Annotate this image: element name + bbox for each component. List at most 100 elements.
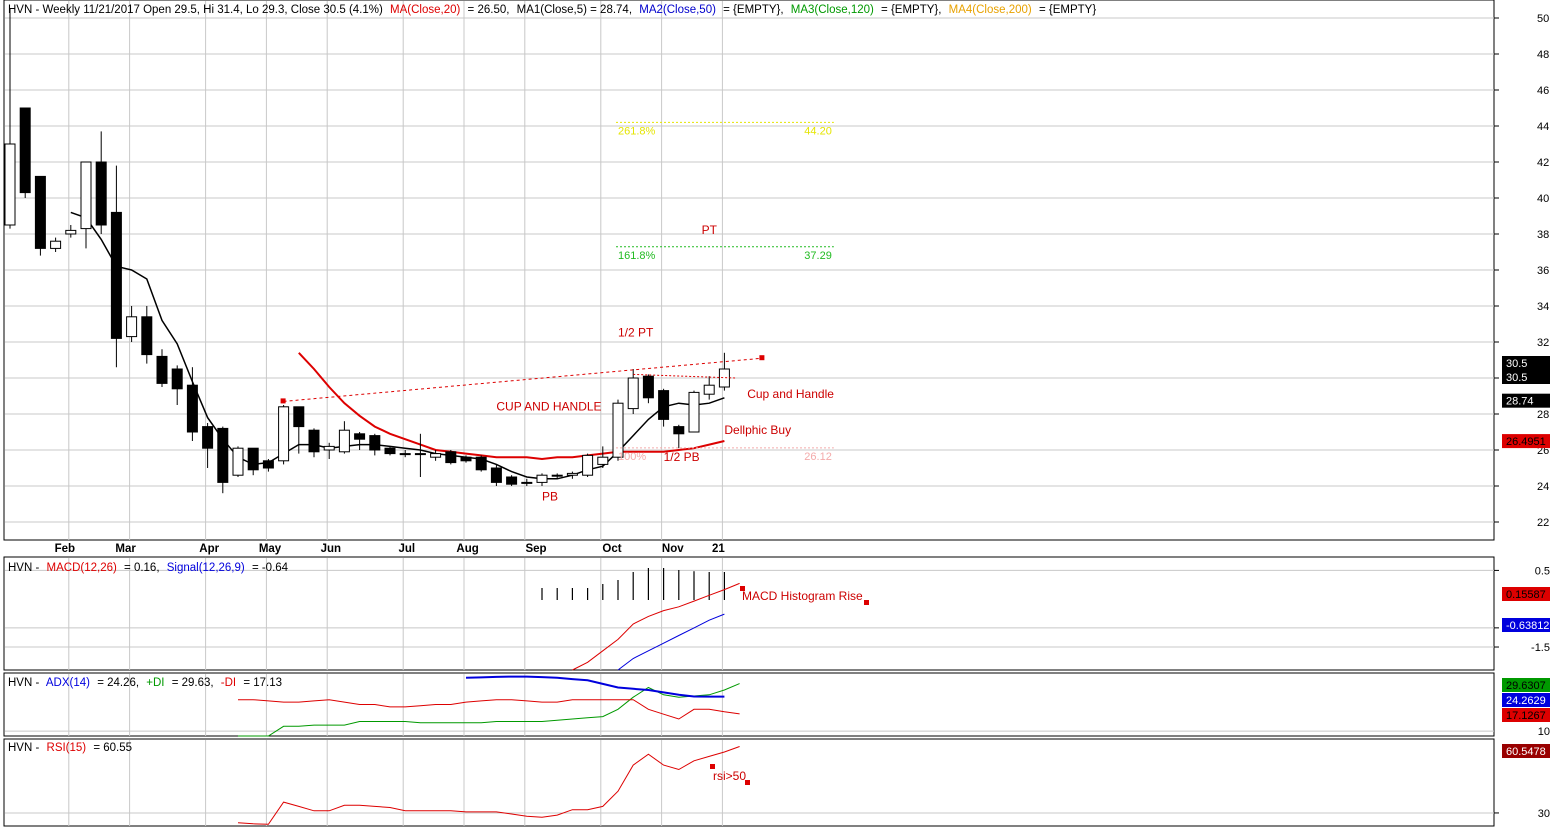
minus-di-value: = 17.13: [243, 677, 282, 689]
signal-line: [617, 613, 725, 671]
macd-pane-frame: [3, 556, 1495, 671]
candle-up: [414, 453, 426, 456]
adx-tick-label: 10: [1538, 726, 1550, 738]
minus-di-label: -DI: [221, 677, 236, 689]
y-tick-label: 22: [1537, 517, 1549, 529]
candle-up: [399, 453, 411, 456]
candle-up: [80, 161, 92, 230]
adx-last-label: 29.6307: [1506, 680, 1546, 692]
macd-header-prefix: HVN -: [8, 562, 39, 574]
candle-down: [369, 435, 381, 451]
y-tick-label: 36: [1537, 265, 1549, 277]
adx-last-badge: [1502, 678, 1550, 692]
rsi-line: [237, 746, 740, 825]
rsi-last-label: 60.5478: [1506, 746, 1546, 758]
ma2-value: = {EMPTY},: [723, 4, 783, 16]
x-tick-label: Jun: [321, 543, 341, 555]
candle-up: [65, 229, 77, 235]
candle-down: [506, 476, 518, 485]
candle-up: [566, 472, 578, 476]
candle-down: [673, 426, 685, 435]
macd-line: [572, 582, 740, 671]
rsi-header-prefix: HVN -: [8, 742, 39, 754]
last-value-label: 30.5: [1506, 358, 1527, 370]
price-annotation: 1/2 PT: [618, 326, 654, 340]
candle-down: [262, 460, 274, 469]
macd-last-badge: [1502, 587, 1550, 601]
candle-down: [95, 161, 107, 226]
macd-header: HVN - MACD(12,26) = 0.16, Signal(12,26,9…: [8, 562, 289, 574]
candle-up: [536, 474, 548, 483]
fib-level-percent: 261.8%: [618, 125, 656, 137]
candle-down: [171, 368, 183, 390]
rsi-annotation: rsi>50: [713, 769, 746, 783]
macd-annotation-marker: [864, 600, 869, 605]
y-tick-label: 24: [1537, 481, 1549, 493]
y-tick-label: 40: [1537, 193, 1549, 205]
macd-tick-label: 0.5: [1535, 565, 1550, 577]
candle-down: [445, 451, 457, 464]
candle-down: [156, 355, 168, 384]
price-annotation: Cup and Handle: [747, 387, 834, 401]
macd-annotation: MACD Histogram Rise: [742, 589, 863, 603]
macd-last-label: 0.15587: [1506, 589, 1546, 601]
adx-header-prefix: HVN -: [8, 677, 39, 689]
macd-annotation-marker: [740, 586, 745, 591]
signal-label: Signal(12,26,9): [167, 562, 245, 574]
adx-last-label: 17.1267: [1506, 710, 1546, 722]
macd-label: MACD(12,26): [47, 562, 117, 574]
adx-last-badge: [1502, 708, 1550, 722]
last-value-badge: [1502, 434, 1550, 449]
candle-up: [703, 384, 715, 395]
plus-di-value: = 29.63,: [172, 677, 214, 689]
candle-up: [718, 368, 730, 388]
y-tick-label: 38: [1537, 229, 1549, 241]
trendline-anchor: [759, 355, 765, 361]
candle-down: [658, 390, 670, 420]
ma4-value: = {EMPTY}: [1039, 4, 1096, 16]
x-tick-label: Nov: [662, 543, 684, 555]
candle-up: [582, 454, 594, 476]
candle-down: [19, 107, 31, 194]
adx-header: HVN - ADX(14) = 24.26, +DI = 29.63, -DI …: [8, 677, 282, 689]
macd-value: = 0.16,: [124, 562, 160, 574]
x-tick-label: 21: [712, 543, 725, 555]
ma1-label: MA1(Close,5) = 28.74,: [517, 4, 632, 16]
price-header: HVN - Weekly 11/21/2017 Open 29.5, Hi 31…: [8, 4, 1096, 16]
rsi-value: = 60.55: [93, 742, 132, 754]
last-value-badge: [1502, 370, 1550, 384]
y-tick-label: 48: [1537, 49, 1549, 61]
candle-up: [232, 447, 244, 476]
candle-up: [688, 391, 700, 433]
ma2-label: MA2(Close,50): [639, 4, 716, 16]
plus-di-label: +DI: [146, 677, 164, 689]
fib-level-value: 37.29: [804, 250, 832, 262]
candle-up: [50, 240, 62, 249]
candle-down: [247, 447, 259, 471]
ma3-label: MA3(Close,120): [791, 4, 874, 16]
candle-up: [612, 402, 624, 458]
x-tick-label: Apr: [199, 543, 219, 555]
ma20-label: MA(Close,20): [390, 4, 460, 16]
candle-down: [642, 375, 654, 399]
candle-down: [141, 316, 153, 356]
fib-level-percent: 161.8%: [618, 250, 656, 262]
last-value-badge: [1502, 393, 1550, 408]
ma4-label: MA4(Close,200): [949, 4, 1032, 16]
y-tick-label: 32: [1537, 337, 1549, 349]
y-tick-label: 28: [1537, 409, 1549, 421]
price-annotation: PB: [542, 489, 558, 503]
adx-label: ADX(14): [46, 677, 90, 689]
candle-up: [430, 453, 442, 458]
candle-up: [126, 316, 138, 338]
fib-level-value: 44.20: [804, 125, 832, 137]
rsi-label: RSI(15): [47, 742, 87, 754]
candle-down: [34, 175, 46, 249]
price-annotation: CUP AND HANDLE: [496, 399, 601, 413]
candle-up: [597, 456, 609, 465]
rsi-annotation-marker: [745, 780, 750, 785]
candle-down: [186, 384, 198, 433]
candle-down: [384, 447, 396, 455]
indicator-series: 261.8% 44.20 161.8% 37.29 100% 26.12 1/2 PT PT C…: [237, 121, 869, 825]
